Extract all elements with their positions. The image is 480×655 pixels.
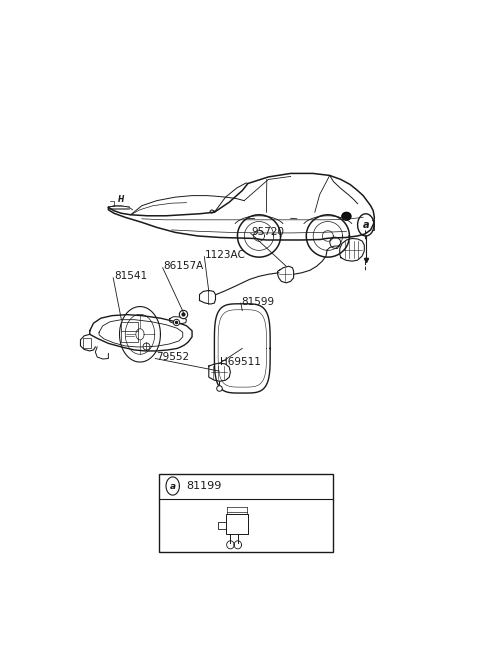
Text: 81541: 81541 xyxy=(114,271,147,281)
Bar xyxy=(226,514,248,534)
Text: H69511: H69511 xyxy=(220,357,261,367)
Text: 79552: 79552 xyxy=(156,352,189,362)
Text: a: a xyxy=(169,481,176,491)
Bar xyxy=(158,474,334,552)
Text: 95720: 95720 xyxy=(252,227,285,237)
Bar xyxy=(121,322,138,331)
Text: a: a xyxy=(362,220,369,230)
Text: 1123AC: 1123AC xyxy=(205,250,246,260)
Bar xyxy=(121,329,138,342)
Text: 81199: 81199 xyxy=(186,481,222,491)
Text: 81599: 81599 xyxy=(241,297,275,307)
Text: H: H xyxy=(118,195,125,204)
Text: 86157A: 86157A xyxy=(163,261,204,271)
Ellipse shape xyxy=(342,212,351,220)
